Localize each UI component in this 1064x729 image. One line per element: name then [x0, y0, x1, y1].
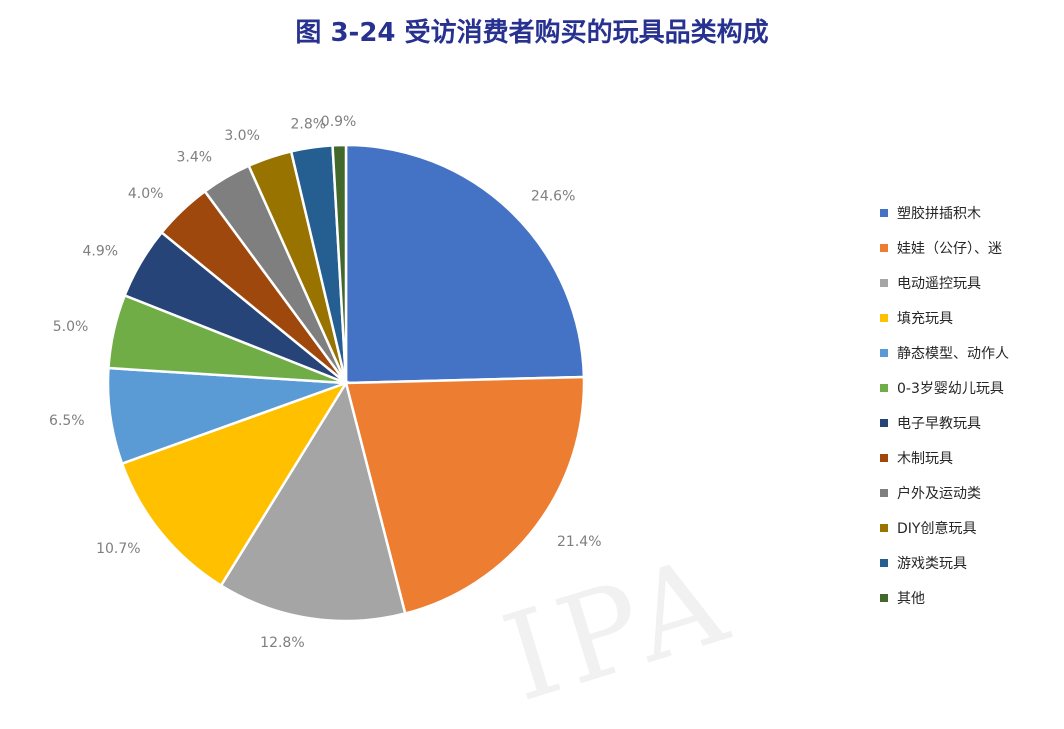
legend-swatch — [880, 313, 888, 322]
legend-swatch — [880, 558, 888, 567]
slice-label: 12.8% — [260, 635, 304, 651]
legend-label: 木制玩具 — [897, 450, 953, 467]
slice-label: 0.9% — [321, 114, 357, 130]
legend: 塑胶拼插积木娃娃（公仔）、迷 电动遥控玩具 填充玩具静态模型、动作人 0-3岁婴幼儿玩… — [880, 195, 1030, 615]
legend-label: 0-3岁婴幼儿玩具 — [897, 380, 1004, 397]
slice-label: 3.0% — [224, 128, 260, 144]
legend-label: DIY创意玩具 — [897, 520, 977, 537]
legend-swatch — [880, 593, 888, 602]
legend-swatch — [880, 278, 888, 287]
legend-item: 游戏类玩具 — [880, 545, 1030, 580]
pie-slice — [219, 379, 407, 623]
legend-item: 木制玩具 — [880, 440, 1030, 475]
legend-swatch — [880, 208, 888, 217]
legend-swatch — [880, 418, 888, 427]
pie-chart: 24.6% 21.4% 12.8% 10.7% 6.5% 5.0% 4.9% 4.0% 3.4%… — [49, 114, 601, 651]
legend-item: 填充玩具 — [880, 300, 1030, 335]
slice-label: 3.4% — [176, 150, 212, 166]
slice-label: 2.8% — [290, 117, 326, 133]
pie-slice — [344, 143, 586, 385]
legend-label: 塑胶拼插积木 — [897, 205, 981, 222]
legend-item: DIY创意玩具 — [880, 510, 1030, 545]
legend-item: 静态模型、动作人 — [880, 335, 1030, 370]
slice-label: 10.7% — [96, 541, 140, 557]
slice-label: 6.5% — [49, 413, 85, 429]
chart-title: 图 3-24 受访消费者购买的玩具品类构成 — [295, 18, 769, 48]
legend-item: 电子早教玩具 — [880, 405, 1030, 440]
legend-label: 静态模型、动作人 — [897, 345, 1009, 362]
legend-label: 填充玩具 — [897, 310, 953, 327]
slice-label: 4.0% — [128, 186, 164, 202]
legend-label: 电动遥控玩具 — [897, 275, 981, 292]
legend-swatch — [880, 383, 888, 392]
pie-slice — [331, 143, 348, 384]
legend-label: 其他 — [897, 590, 925, 607]
legend-swatch — [880, 488, 888, 497]
legend-swatch — [880, 523, 888, 532]
slice-label: 5.0% — [53, 319, 89, 335]
legend-item: 电动遥控玩具 — [880, 265, 1030, 300]
legend-swatch — [880, 243, 888, 252]
legend-item: 户外及运动类 — [880, 475, 1030, 510]
slice-label: 21.4% — [557, 534, 601, 550]
pie-slice — [344, 375, 586, 616]
legend-swatch — [880, 453, 888, 462]
legend-label: 游戏类玩具 — [897, 555, 967, 572]
pie-slice — [120, 380, 349, 588]
pie-slices — [106, 143, 586, 623]
legend-swatch — [880, 348, 888, 357]
slice-label: 4.9% — [82, 243, 118, 259]
legend-label: 娃娃（公仔）、迷 — [897, 240, 1002, 257]
legend-item: 其他 — [880, 580, 1030, 615]
legend-item: 娃娃（公仔）、迷 — [880, 230, 1030, 265]
legend-label: 户外及运动类 — [897, 485, 981, 502]
pie-labels: 24.6% 21.4% 12.8% 10.7% 6.5% 5.0% 4.9% 4.0% 3.4%… — [49, 114, 601, 651]
legend-item: 塑胶拼插积木 — [880, 195, 1030, 230]
legend-item: 0-3岁婴幼儿玩具 — [880, 370, 1030, 405]
legend-label: 电子早教玩具 — [897, 415, 981, 432]
slice-label: 24.6% — [531, 188, 575, 204]
